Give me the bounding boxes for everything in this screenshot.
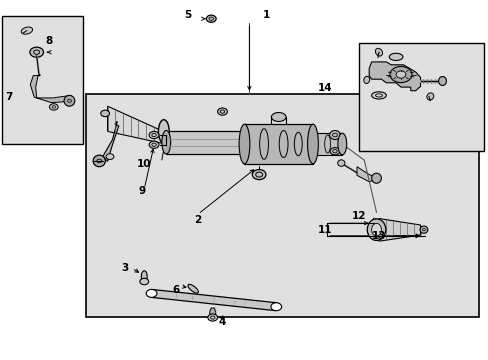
Ellipse shape	[207, 314, 217, 321]
Bar	[359, 43, 483, 151]
Ellipse shape	[217, 108, 227, 115]
Ellipse shape	[371, 173, 381, 183]
Ellipse shape	[209, 308, 215, 319]
Text: 10: 10	[137, 159, 151, 169]
Ellipse shape	[106, 154, 114, 159]
Ellipse shape	[375, 48, 382, 56]
Ellipse shape	[149, 131, 159, 139]
Bar	[85, 94, 478, 317]
Ellipse shape	[337, 160, 345, 166]
Text: 12: 12	[351, 211, 366, 221]
Text: 5: 5	[184, 10, 191, 20]
Ellipse shape	[146, 289, 157, 297]
Text: 2: 2	[194, 215, 201, 225]
Ellipse shape	[307, 124, 318, 164]
Ellipse shape	[49, 104, 58, 110]
Text: 6: 6	[172, 285, 179, 295]
Ellipse shape	[366, 219, 385, 240]
Ellipse shape	[271, 112, 285, 122]
Ellipse shape	[187, 284, 198, 293]
Ellipse shape	[93, 155, 105, 167]
Polygon shape	[150, 289, 277, 311]
Polygon shape	[378, 219, 420, 241]
Ellipse shape	[395, 71, 405, 78]
Polygon shape	[368, 62, 420, 91]
Ellipse shape	[101, 110, 109, 117]
Ellipse shape	[426, 93, 433, 100]
Ellipse shape	[288, 131, 297, 154]
Bar	[312, 133, 342, 155]
Text: 4: 4	[218, 317, 226, 327]
Ellipse shape	[337, 133, 346, 155]
Ellipse shape	[149, 141, 159, 148]
Ellipse shape	[64, 95, 75, 106]
Ellipse shape	[140, 278, 148, 285]
Ellipse shape	[389, 66, 411, 83]
Ellipse shape	[206, 15, 216, 22]
Ellipse shape	[270, 303, 281, 311]
Text: 14: 14	[317, 83, 332, 93]
Bar	[166, 131, 293, 154]
Ellipse shape	[329, 131, 340, 140]
Ellipse shape	[21, 27, 33, 34]
Ellipse shape	[162, 131, 170, 154]
Text: 11: 11	[317, 225, 332, 235]
Ellipse shape	[239, 124, 249, 164]
Ellipse shape	[438, 77, 446, 86]
Polygon shape	[30, 75, 72, 103]
Ellipse shape	[252, 170, 265, 180]
Ellipse shape	[30, 47, 43, 57]
Text: 9: 9	[138, 186, 145, 196]
Text: 1: 1	[263, 10, 269, 20]
Bar	[244, 124, 312, 164]
Ellipse shape	[388, 53, 402, 60]
Bar	[2, 16, 83, 144]
Text: 8: 8	[45, 36, 52, 46]
Ellipse shape	[371, 223, 381, 236]
Ellipse shape	[141, 271, 147, 282]
Ellipse shape	[371, 92, 386, 99]
Polygon shape	[356, 167, 373, 182]
Ellipse shape	[419, 226, 427, 233]
Ellipse shape	[363, 76, 369, 84]
Ellipse shape	[158, 120, 169, 143]
Polygon shape	[107, 106, 161, 143]
Text: 3: 3	[121, 263, 128, 273]
Ellipse shape	[329, 148, 339, 155]
Text: 7: 7	[5, 92, 13, 102]
Polygon shape	[102, 121, 119, 161]
Text: 13: 13	[371, 231, 386, 241]
